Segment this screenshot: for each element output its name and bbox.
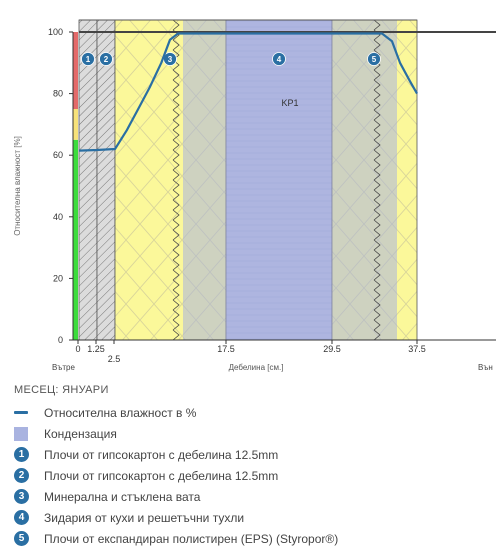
x-right-label: Вън	[478, 363, 493, 372]
y-tick-label-40: 40	[53, 212, 63, 222]
layer-badge-1: 1	[81, 52, 95, 66]
legend-item-4: 2 Плочи от гипсокартон с дебелина 12.5mm	[14, 465, 494, 486]
series-line-1	[78, 32, 418, 152]
svg-text:1: 1	[86, 55, 91, 64]
break-mark-1	[172, 19, 180, 341]
legend-label: Кондензация	[44, 426, 117, 441]
legend-label: Зидария от кухи и решетъчни тухли	[44, 510, 245, 525]
legend-badge: 2	[14, 468, 34, 484]
legend-item-6: 4 Зидария от кухи и решетъчни тухли	[14, 507, 494, 528]
break-mark-2	[373, 19, 381, 341]
legend-label: Относителна влажност в %	[44, 405, 197, 420]
x-tick-label-29.5: 29.5	[323, 344, 341, 354]
x-tick-label-2.5: 2.5	[108, 354, 121, 364]
condensation-zone	[183, 20, 397, 340]
x-axis-label: Дебелина [см.]	[229, 363, 284, 372]
legend-item-7: 5 Плочи от експандиран полистирен (EPS) (…	[14, 528, 494, 549]
humidity-chart: 0 20 40 60 80 100 Относителна влажност [%] 0 1.2…	[13, 19, 496, 372]
legend-line-swatch	[14, 405, 34, 421]
condensation-label: KP1	[281, 98, 298, 108]
x-left-label: Вътре	[52, 363, 75, 372]
legend-item-3: 1 Плочи от гипсокартон с дебелина 12.5mm	[14, 444, 494, 465]
layer-badge-5: 5	[367, 52, 381, 66]
legend-item-1: Относителна влажност в %	[14, 402, 494, 423]
legend-square-swatch	[14, 426, 34, 442]
svg-text:4: 4	[277, 55, 282, 64]
x-tick-label-17.5: 17.5	[217, 344, 235, 354]
legend-badge: 1	[14, 447, 34, 463]
y-tick-label-80: 80	[53, 89, 63, 99]
legend-badge: 4	[14, 510, 34, 526]
legend-item-2: Кондензация	[14, 423, 494, 444]
y-tick-label-60: 60	[53, 150, 63, 160]
legend-label: Плочи от гипсокартон с дебелина 12.5mm	[44, 447, 279, 462]
layer-badge-4: 4	[272, 52, 286, 66]
x-tick-label-0: 0	[75, 344, 80, 354]
y-axis-label: Относителна влажност [%]	[13, 136, 22, 236]
layer-1	[78, 19, 98, 341]
layer-2	[96, 19, 116, 341]
legend-title: МЕСЕЦ: ЯНУАРИ	[14, 384, 109, 396]
x-tick-label-37.5: 37.5	[408, 344, 426, 354]
svg-text:5: 5	[372, 55, 377, 64]
indicator-segment-1	[73, 139, 78, 340]
y-tick-label-100: 100	[48, 27, 63, 37]
legend-label: Плочи от гипсокартон с дебелина 12.5mm	[44, 468, 279, 483]
legend-label: Минерална и стъклена вата	[44, 489, 201, 504]
svg-text:2: 2	[104, 55, 109, 64]
indicator-segment-2	[73, 109, 78, 140]
legend-label: Плочи от експандиран полистирен (EPS) (S…	[44, 531, 339, 546]
svg-text:3: 3	[168, 55, 173, 64]
indicator-segment-3	[73, 32, 78, 109]
legend: МЕСЕЦ: ЯНУАРИ Относителна влажност в % Ко…	[14, 384, 494, 549]
y-tick-label-0: 0	[58, 335, 63, 345]
layer-badge-2: 2	[99, 52, 113, 66]
legend-item-5: 3 Минерална и стъклена вата	[14, 486, 494, 507]
x-tick-label-1.25: 1.25	[87, 344, 105, 354]
legend-badge: 3	[14, 489, 34, 505]
legend-badge: 5	[14, 531, 34, 547]
y-tick-label-20: 20	[53, 273, 63, 283]
